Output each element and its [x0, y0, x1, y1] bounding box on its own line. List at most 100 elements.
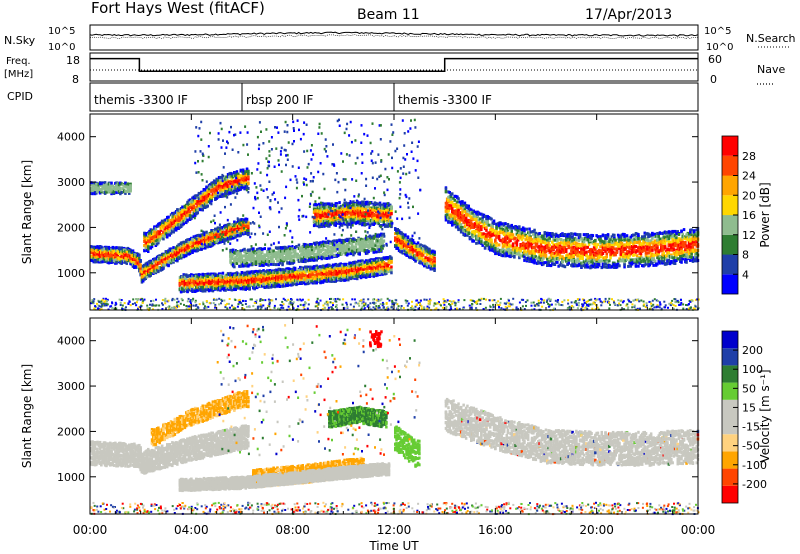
power-cell — [243, 248, 246, 251]
power-cell — [376, 274, 379, 277]
nsky-line-path — [90, 32, 698, 36]
freq-panel: 18 8 60 0 — [66, 53, 722, 86]
power-cell — [240, 174, 243, 177]
power-cell — [98, 187, 101, 190]
power-cell — [275, 263, 278, 266]
power-cell — [191, 285, 194, 288]
power-cell — [219, 176, 222, 179]
nsearch-label: N.Search — [746, 32, 796, 45]
nsky-label: N.Sky — [4, 34, 36, 47]
power-cell — [95, 260, 98, 263]
power-cell — [138, 254, 141, 257]
power-cell — [247, 181, 250, 184]
power-cell — [129, 185, 132, 188]
power-cell — [186, 219, 189, 222]
power-cell — [380, 270, 383, 273]
date-label: 17/Apr/2013 — [585, 7, 672, 23]
freq-tick-bottom: 8 — [72, 73, 79, 86]
power-cell — [231, 257, 234, 260]
nave-tick-bottom: 0 — [710, 73, 717, 86]
power-cell — [205, 231, 208, 234]
power-cell — [390, 271, 393, 274]
cpid-label: CPID — [7, 90, 33, 103]
power-cell — [294, 268, 297, 271]
nave-tick-top: 60 — [708, 53, 722, 66]
power-cell — [167, 216, 170, 219]
power-cell — [267, 286, 270, 289]
power-cell — [328, 264, 331, 267]
power-cell — [234, 288, 237, 291]
power-cell — [270, 263, 273, 266]
power-cell — [350, 264, 353, 267]
freq-unit-label: [MHz] — [4, 69, 33, 80]
power-cell — [272, 250, 275, 253]
power-cell — [139, 260, 142, 263]
cpid-segment-label: themis -3300 IF — [94, 93, 188, 107]
freq-tick-top: 18 — [66, 54, 80, 67]
power-cell — [196, 211, 199, 214]
power-cell — [110, 182, 113, 185]
power-cell — [255, 262, 258, 265]
power-cell — [281, 255, 284, 258]
power-cell — [161, 256, 164, 259]
power-cell — [193, 280, 196, 283]
power-cell — [205, 200, 208, 203]
power-cell — [109, 185, 112, 188]
nsky-tick-top: 10^5 — [48, 26, 75, 37]
power-cell — [318, 275, 321, 278]
power-cell — [240, 249, 243, 252]
nsky-series-line — [90, 32, 698, 39]
beam-label: Beam 11 — [357, 7, 420, 23]
power-cell — [207, 205, 210, 208]
power-cell — [390, 261, 393, 264]
plot-title: Fort Hays West (fitACF) — [91, 0, 265, 17]
power-cell — [248, 263, 251, 266]
power-cell — [236, 262, 239, 265]
power-cell — [181, 206, 184, 209]
power-cell — [202, 290, 205, 293]
power-cell — [233, 265, 236, 268]
power-cell — [199, 208, 202, 211]
power-cell — [91, 192, 94, 195]
cpid-panel: themis -3300 IF rbsp 200 IF themis -3300 I… — [90, 83, 698, 111]
power-cell — [267, 264, 270, 267]
power-cell — [95, 183, 98, 186]
power-cell — [272, 263, 275, 266]
cpid-segment-label: rbsp 200 IF — [246, 93, 313, 107]
power-cell — [234, 180, 237, 183]
freq-series-line — [90, 59, 698, 72]
power-cell — [247, 225, 250, 228]
power-cell — [240, 287, 243, 290]
nsearch-tick-top: 10^5 — [704, 26, 731, 37]
power-cell — [99, 182, 102, 185]
freq-label: Freq. — [6, 56, 31, 67]
power-cell — [283, 268, 286, 271]
nsearch-tick-bottom: 10^0 — [706, 42, 733, 53]
power-cell — [272, 260, 275, 263]
power-cell — [262, 283, 265, 286]
power-cell — [147, 245, 150, 248]
power-cell — [185, 254, 188, 257]
power-cell — [264, 247, 267, 250]
power-cell — [247, 176, 250, 179]
power-cell — [150, 272, 153, 275]
cpid-segment-label: themis -3300 IF — [398, 93, 492, 107]
nsky-panel: 10^5 10^0 10^5 10^0 — [48, 25, 733, 53]
power-cell — [246, 262, 249, 265]
power-cell — [241, 257, 244, 260]
power-cell — [390, 257, 393, 260]
power-cell — [248, 287, 251, 290]
power-cell — [279, 285, 282, 288]
power-cell — [247, 233, 250, 236]
nave-label: Nave — [757, 63, 785, 76]
power-cell — [261, 251, 264, 254]
power-cell — [288, 279, 291, 282]
freq-line-path — [90, 59, 698, 72]
power-cell — [189, 210, 192, 213]
power-cell — [139, 265, 142, 268]
power-cell — [179, 219, 182, 222]
power-cell — [172, 246, 175, 249]
power-cell — [267, 257, 270, 260]
power-cell — [164, 235, 167, 238]
